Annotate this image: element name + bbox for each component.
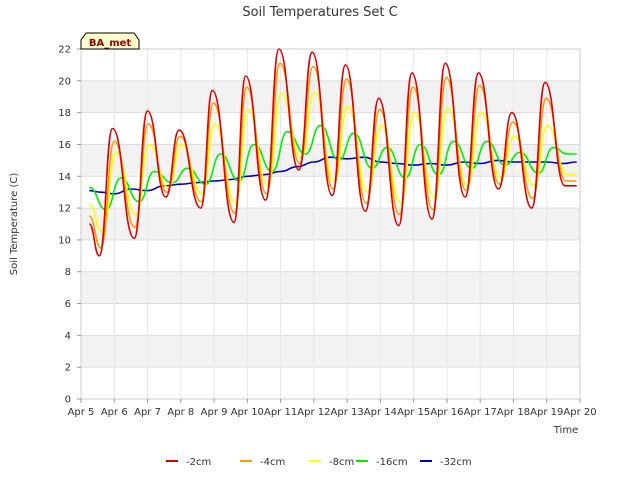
y-tick-label: 12 <box>58 204 71 215</box>
y-tick-label: 2 <box>65 363 71 374</box>
legend-label: -16cm <box>376 457 408 468</box>
legend-item: -32cm <box>420 457 472 468</box>
grid-band <box>81 80 580 113</box>
legend: -2cm -4cm -8cm -16cm -32cm <box>166 457 472 468</box>
x-tick-label: Apr 20 <box>563 407 596 418</box>
legend-label: -32cm <box>440 457 472 468</box>
plot-area <box>80 48 581 400</box>
y-tick-label: 18 <box>58 108 71 119</box>
series-lines <box>88 48 577 257</box>
series-line-minus-32cm <box>89 156 577 195</box>
x-axis-ticks: Apr 5 Apr 6 Apr 7 Apr 8 Apr 9 Apr 10 Apr 11 Apr… <box>68 399 597 418</box>
x-tick-label: Apr 13 <box>331 407 364 418</box>
chart-title: Soil Temperatures Set C <box>242 5 397 20</box>
x-tick-label: Apr 5 <box>68 407 95 418</box>
x-tick-label: Apr 15 <box>397 407 430 418</box>
y-tick-label: 14 <box>58 172 71 183</box>
series-line-minus-2cm <box>88 48 577 257</box>
legend-item: -16cm <box>356 457 408 468</box>
y-tick-label: 22 <box>58 45 71 56</box>
x-tick-label: Apr 10 <box>231 407 264 418</box>
x-tick-label: Apr 11 <box>264 407 297 418</box>
x-tick-label: Apr 17 <box>464 407 497 418</box>
x-tick-label: Apr 9 <box>201 407 228 418</box>
x-tick-label: Apr 8 <box>167 407 194 418</box>
site-badge: BA_met <box>80 32 140 50</box>
x-tick-label: Apr 7 <box>134 407 161 418</box>
y-tick-label: 4 <box>65 331 71 342</box>
legend-label: -4cm <box>260 457 285 468</box>
y-tick-label: 8 <box>65 267 71 278</box>
y-axis-label: Soil Temperature (C) <box>9 173 20 276</box>
gridlines <box>80 48 581 400</box>
legend-item: -8cm <box>309 457 354 468</box>
background-bands <box>81 80 580 368</box>
y-tick-label: 0 <box>65 395 71 406</box>
x-tick-label: Apr 12 <box>297 407 330 418</box>
x-tick-label: Apr 14 <box>364 407 397 418</box>
legend-label: -2cm <box>186 457 211 468</box>
badge-label: BA_met <box>89 38 132 49</box>
grid-band <box>81 208 580 240</box>
legend-label: -8cm <box>329 457 354 468</box>
grid-band <box>81 335 580 368</box>
y-tick-label: 10 <box>58 235 71 246</box>
legend-item: -4cm <box>240 457 285 468</box>
x-tick-label: Apr 6 <box>101 407 128 418</box>
grid-band <box>81 271 580 304</box>
x-axis-label: Time <box>553 425 578 436</box>
y-tick-label: 6 <box>65 299 71 310</box>
x-tick-label: Apr 19 <box>530 407 563 418</box>
y-tick-label: 16 <box>58 140 71 151</box>
badge-shape <box>80 32 140 50</box>
legend-item: -2cm <box>166 457 211 468</box>
y-tick-label: 20 <box>58 76 71 87</box>
x-tick-label: Apr 18 <box>497 407 530 418</box>
x-tick-label: Apr 16 <box>430 407 463 418</box>
y-axis-ticks: 0 2 4 6 8 10 12 14 16 18 20 22 <box>58 45 81 406</box>
